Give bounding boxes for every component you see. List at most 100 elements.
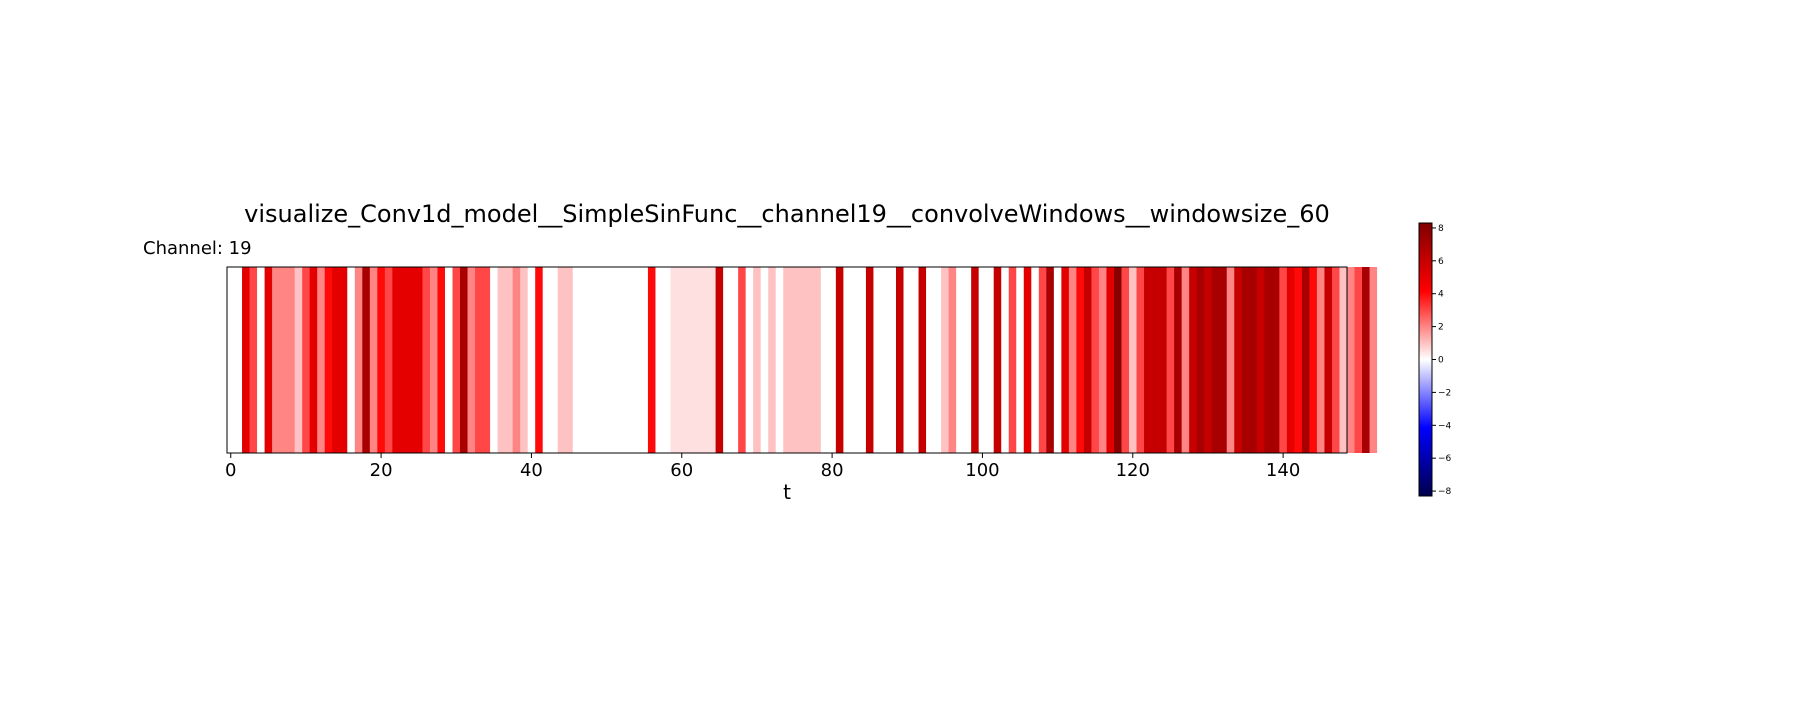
heatmap-cell [520,267,529,453]
heatmap-cell [625,267,634,453]
heatmap-cell [287,267,296,453]
x-tick-label: 20 [370,460,393,481]
heatmap-cell [595,267,604,453]
heatmap-cell [467,267,476,453]
x-axis-ticks: 0 20 40 60 80 100 120 140 [225,453,1300,481]
heatmap-cell [1091,267,1100,453]
heatmap-cell [429,267,438,453]
heatmap-cell [1016,267,1025,453]
heatmap-cell [1226,267,1235,453]
plot-frame [226,266,1348,454]
heatmap-cell [1286,267,1295,453]
heatmap-cell [971,267,980,453]
chart-title: visualize_Conv1d_model__SimpleSinFunc__c… [244,200,1330,228]
colorbar-tick-label: 4 [1438,290,1444,300]
heatmap-cell [745,267,754,453]
heatmap-cell [437,267,446,453]
heatmap-cell [1166,267,1175,453]
heatmap-cell [1234,267,1243,453]
heatmap-cell [610,267,619,453]
heatmap-cell [1204,267,1213,453]
colorbar [1418,222,1433,497]
heatmap-cell [895,267,904,453]
heatmap-cell [993,267,1002,453]
heatmap-cell [723,267,732,453]
heatmap-cell [911,267,919,453]
heatmap-cell [602,267,611,453]
heatmap-cell [655,267,664,453]
heatmap-cell [1219,267,1228,453]
heatmap-cell [888,267,897,453]
x-tick-label: 40 [520,460,543,481]
heatmap-cell [512,267,521,453]
heatmap-cell [407,267,416,453]
heatmap-cell [490,267,499,453]
heatmap-cell [926,267,934,453]
heatmap-cell [1031,267,1040,453]
heatmap-cell [1046,267,1055,453]
heatmap-cell [332,267,341,453]
heatmap-cell [730,267,739,453]
heatmap-cell [1377,267,1385,453]
heatmap-cell [527,267,536,453]
heatmap-cell [1339,267,1348,453]
colorbar-tick-label: 6 [1438,257,1444,267]
heatmap-cell [708,267,716,453]
heatmap-cell [242,267,250,453]
heatmap-cell [377,267,386,453]
heatmap-cell [264,267,273,453]
heatmap-cell [798,267,807,453]
heatmap-cell [813,267,822,453]
chart-subtitle: Channel: 19 [143,238,252,259]
heatmap-cell [317,267,326,453]
heatmap-cell [1038,267,1047,453]
heatmap-cell [1151,267,1160,453]
heatmap-cell [1068,267,1077,453]
heatmap-cell [1294,267,1303,453]
heatmap-cell [1241,267,1250,453]
colorbar-tick-label: 8 [1438,224,1444,234]
heatmap-cell [1076,267,1085,453]
heatmap-cell [986,267,995,453]
heatmap-cell [460,267,468,453]
heatmap-cell [1023,267,1032,453]
x-tick-label: 140 [1266,460,1300,481]
heatmap-cell [647,267,656,453]
heatmap-cell [399,267,408,453]
heatmap-cell [324,267,333,453]
heatmap-cell [272,267,281,453]
heatmap-cell [565,267,574,453]
heatmap-cell [963,267,972,453]
heatmap-cell [422,267,431,453]
heatmap-cell [1279,267,1288,453]
heatmap-cell [1369,267,1378,453]
heatmap-cell [249,267,258,453]
heatmap-cell [1174,267,1183,453]
heatmap-cell [640,267,649,453]
heatmap-cell [775,267,784,453]
x-tick-label: 120 [1116,460,1150,481]
x-axis-label: t [783,480,791,504]
heatmap-cell [941,267,950,453]
heatmap-cell [505,267,514,453]
heatmap-cell [693,267,701,453]
heatmap-cell [978,267,987,453]
heatmap-cell [1008,267,1017,453]
heatmap-cell [347,267,356,453]
colorbar-tick-label: −4 [1438,421,1452,431]
heatmap-cell [1256,267,1265,453]
heatmap-cell [1249,267,1258,453]
heatmap-cell [768,267,777,453]
heatmap-cell [444,267,453,453]
heatmap-cell [369,267,378,453]
heatmap-cell [1301,267,1310,453]
heatmap-cell [880,267,889,453]
x-tick-label: 60 [670,460,693,481]
heatmap-cell [294,267,303,453]
heatmap-cell [1106,267,1115,453]
heatmap-cell [753,267,762,453]
heatmap-cell [1347,267,1355,453]
colorbar-tick-label: 0 [1438,356,1444,366]
heatmap-cell [362,267,371,453]
heatmap-cell [234,267,243,453]
